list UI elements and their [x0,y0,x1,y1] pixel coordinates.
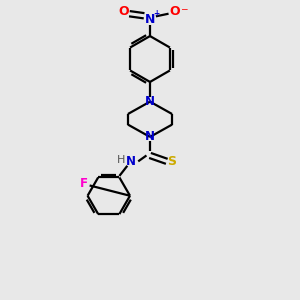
Text: +: + [154,9,160,18]
Text: H: H [117,154,126,165]
Text: N: N [145,95,155,108]
Text: O: O [170,5,180,18]
Text: N: N [145,130,155,143]
Text: F: F [80,178,88,190]
Text: O: O [118,5,129,18]
Text: −: − [179,4,187,13]
Text: S: S [168,155,177,168]
Text: N: N [145,13,155,26]
Text: N: N [126,155,136,168]
